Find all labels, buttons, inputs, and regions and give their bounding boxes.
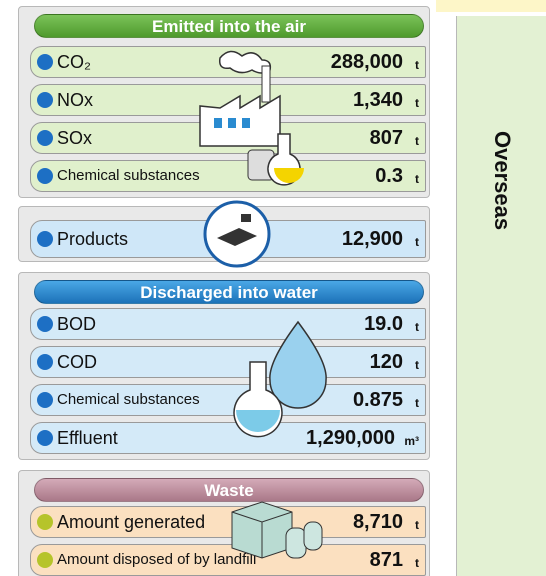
row-unit: t	[415, 88, 419, 118]
row-unit: t	[415, 126, 419, 156]
bullet	[37, 92, 53, 108]
side-label: Overseas	[457, 16, 546, 346]
bullet	[37, 231, 53, 247]
product-icon	[201, 198, 273, 270]
row-label: Amount generated	[57, 507, 205, 537]
row-unit: t	[415, 510, 419, 540]
row-label: BOD	[57, 309, 96, 339]
bullet	[37, 514, 53, 530]
row-label: CO₂	[57, 47, 91, 77]
row-label: Effluent	[57, 423, 118, 453]
row-unit: m³	[404, 426, 419, 456]
row-unit: t	[415, 350, 419, 380]
row-value: 0.3	[375, 161, 403, 191]
row-unit: t	[415, 164, 419, 194]
air-icons	[190, 46, 310, 196]
overseas-panel: Overseas	[456, 16, 546, 576]
row-value: 0.875	[353, 385, 403, 415]
row-value: 8,710	[353, 507, 403, 537]
bullet	[37, 54, 53, 70]
row-value: 871	[370, 545, 403, 575]
row-unit: t	[415, 388, 419, 418]
row-value: 288,000	[331, 47, 403, 77]
row-label: SOx	[57, 123, 92, 153]
bullet	[37, 168, 53, 184]
row-unit: t	[415, 224, 419, 260]
row-value: 19.0	[364, 309, 403, 339]
row-label: COD	[57, 347, 97, 377]
bullet	[37, 430, 53, 446]
section-title: Discharged into water	[34, 280, 424, 304]
top-strip	[436, 0, 546, 12]
bullet	[37, 552, 53, 568]
row-unit: t	[415, 50, 419, 80]
row-label: Chemical substances	[57, 385, 200, 415]
bullet	[37, 316, 53, 332]
row-value: 12,900	[342, 221, 403, 257]
bullet	[37, 392, 53, 408]
row-value: 120	[370, 347, 403, 377]
section-title: Emitted into the air	[34, 14, 424, 38]
row-label: NOx	[57, 85, 93, 115]
row-label: Products	[57, 221, 128, 257]
row-value: 807	[370, 123, 403, 153]
row-unit: t	[415, 548, 419, 576]
bullet	[37, 130, 53, 146]
bullet	[37, 354, 53, 370]
row-label: Chemical substances	[57, 161, 200, 191]
row-unit: t	[415, 312, 419, 342]
row-value: 1,340	[353, 85, 403, 115]
waste-icons	[226, 498, 326, 568]
water-icons	[228, 318, 338, 458]
